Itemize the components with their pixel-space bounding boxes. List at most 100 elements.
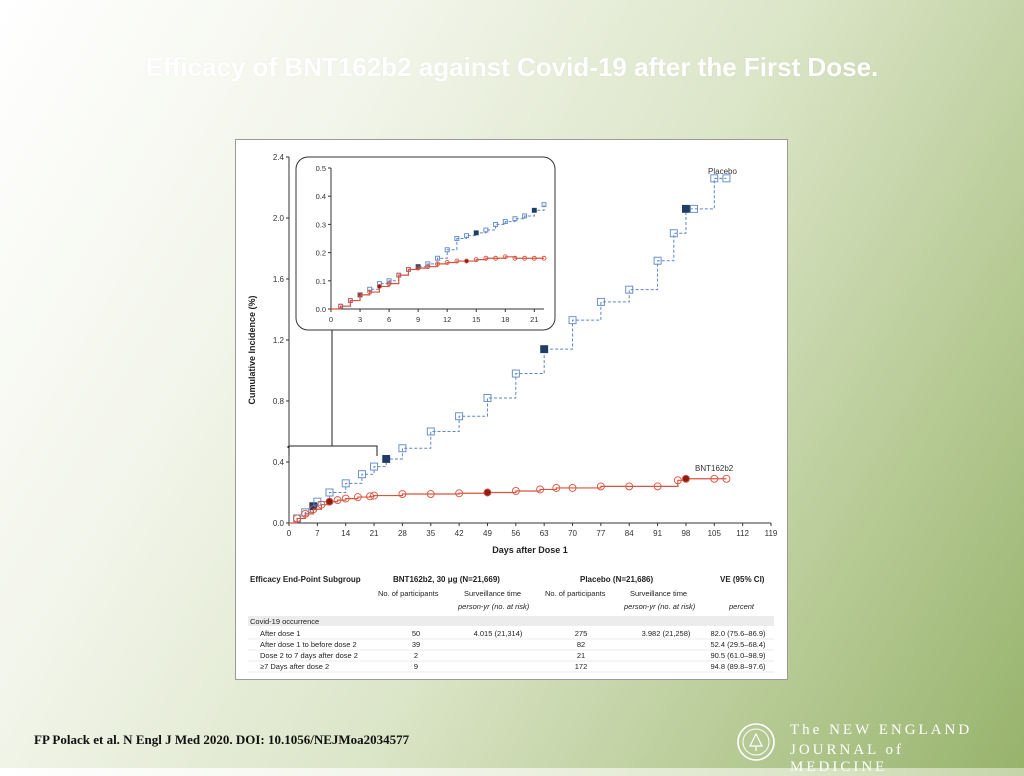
main-placebo-marker (596, 297, 605, 306)
inset-y-tick-label: 0.3 (316, 220, 326, 229)
main-placebo-marker (625, 285, 634, 294)
inset-placebo-marker (425, 261, 431, 267)
inset-bnt162b2-marker (347, 298, 353, 303)
main-x-tick-label: 28 (398, 529, 407, 538)
inset-x-tick-label: 0 (329, 315, 333, 324)
main-bnt162b2-marker (722, 474, 731, 483)
main-x-tick-label: 42 (455, 529, 464, 538)
main-placebo-marker (325, 488, 334, 497)
main-x-tick-label: 14 (341, 529, 350, 538)
main-bnt162b2-marker (353, 493, 362, 502)
main-placebo-curve (289, 177, 727, 524)
main-placebo-marker (382, 455, 391, 463)
inset-bnt162b2-marker (444, 260, 450, 265)
main-x-tick-label: 35 (426, 529, 435, 538)
table-sub-bnt-surv: Surveillance time (464, 589, 521, 598)
table-cell-label: Dose 2 to 7 days after dose 2 (260, 651, 358, 660)
table-col-placebo: Placebo (N=21,686) (580, 575, 653, 584)
main-placebo-marker (653, 256, 662, 265)
citation: FP Polack et al. N Engl J Med 2020. DOI:… (34, 732, 410, 747)
main-bnt162b2-marker (536, 485, 545, 494)
inset-x-tick-label: 15 (472, 315, 480, 324)
main-bnt162b2-marker (333, 496, 342, 505)
main-bnt162b2-marker (301, 509, 310, 518)
inset-x-tick-label: 12 (443, 315, 451, 324)
inset-bnt162b2-marker (406, 267, 411, 272)
main-y-tick-label: 0.4 (273, 458, 285, 467)
main-placebo-marker (483, 393, 492, 402)
main-x-tick-label: 70 (568, 529, 577, 538)
table-col-bnt: BNT162b2, 30 μg (N=21,669) (393, 575, 500, 584)
table-cell-ve: 52.4 (29.5–68.4) (710, 640, 766, 649)
placebo-annotation: Placebo (708, 167, 737, 176)
table-row: ≥7 Days after dose 2 9 172 94.8 (89.8–97.6) (248, 662, 774, 673)
table-cell-pla-n: 172 (575, 662, 588, 671)
logo-line-1: The NEW ENGLAND (790, 722, 973, 738)
main-x-tick-label: 56 (511, 529, 520, 538)
inset-series-layer (331, 202, 547, 310)
table-cell-pla-n: 82 (577, 640, 585, 649)
nejm-logo: The NEW ENGLAND JOURNAL of MEDICINE (736, 720, 1006, 775)
inset-placebo-marker (367, 286, 373, 292)
inset-bnt162b2-curve (331, 256, 544, 310)
slide-title: Efficacy of BNT162b2 against Covid-19 af… (145, 52, 879, 82)
inset-placebo-marker (473, 230, 479, 236)
inset-bnt162b2-marker (396, 272, 402, 278)
inset-bnt162b2-marker (357, 292, 363, 298)
inset-bnt162b2-marker (531, 255, 537, 261)
inset-y-tick-label: 0.4 (316, 192, 326, 201)
main-bnt162b2-marker (673, 476, 682, 485)
main-bnt162b2-marker (341, 494, 350, 503)
inset-placebo-marker (531, 207, 537, 213)
table-section-band (248, 616, 774, 626)
inset-bnt162b2-marker (386, 281, 392, 287)
zoom-connector (287, 330, 378, 456)
inset-y-tick-label: 0.1 (316, 277, 326, 286)
table-sub-bnt-personyr: person-yr (no. at risk) (457, 602, 530, 611)
efficacy-table: Efficacy End-Point Subgroup BNT162b2, 30… (248, 575, 774, 673)
inset-bnt162b2-marker (376, 283, 382, 289)
table-cell-pla-surv: 3.982 (21,258) (642, 629, 691, 638)
main-series-layer (289, 174, 731, 524)
main-placebo-marker (341, 479, 350, 488)
table-cell-bnt-n: 50 (412, 629, 420, 638)
inset-bnt162b2-marker (483, 255, 489, 261)
main-x-tick-label: 105 (708, 529, 722, 538)
main-y-tick-label: 0.0 (273, 519, 285, 528)
table-cell-pla-n: 21 (577, 651, 585, 660)
table-cell-label: ≥7 Days after dose 2 (260, 662, 329, 671)
main-bnt162b2-marker (681, 474, 690, 483)
main-x-tick-label: 119 (765, 529, 778, 538)
inset-y-tick-label: 0.2 (316, 249, 326, 258)
inset-chart: 0.0 0.1 0.2 0.3 0.4 0.5 0 3 6 9 12 15 18 21 (295, 156, 556, 331)
inset-bnt162b2-marker (522, 255, 528, 261)
inset-placebo-marker (493, 221, 499, 227)
logo-line-2: JOURNAL of MEDICINE (790, 742, 905, 775)
table-row: After dose 1 to before dose 2 39 82 52.4 (2… (248, 640, 774, 651)
main-bnt162b2-marker (366, 492, 374, 501)
table-cell-pla-n: 275 (575, 629, 588, 638)
inset-y-ticks: 0.0 0.1 0.2 0.3 0.4 0.5 (316, 164, 331, 314)
table-section-label: Covid-19 occurrence (250, 617, 319, 626)
table-col-subgroup: Efficacy End-Point Subgroup (250, 575, 361, 584)
main-placebo-marker (370, 462, 379, 471)
table-cell-label: After dose 1 (260, 629, 300, 638)
inset-bnt162b2-marker (512, 255, 518, 261)
main-bnt162b2-marker (309, 505, 318, 514)
main-bnt162b2-marker (293, 514, 302, 523)
main-y-tick-label: 2.4 (273, 153, 285, 162)
table-cell-ve: 90.5 (61.0–98.9) (710, 651, 766, 660)
inset-bnt162b2-marker (425, 264, 431, 270)
main-placebo-marker (357, 470, 366, 479)
table-cell-ve: 82.0 (75.6–86.9) (710, 629, 766, 638)
main-bnt162b2-marker (511, 487, 520, 495)
table-sub-bnt-participants: No. of participants (378, 589, 439, 598)
inset-x-ticks: 0 3 6 9 12 15 18 21 (329, 309, 538, 324)
inset-y-tick-label: 0.0 (316, 305, 326, 314)
inset-y-tick-label: 0.5 (316, 164, 326, 173)
main-x-tick-label: 98 (681, 529, 690, 538)
main-placebo-marker (540, 345, 549, 354)
main-bnt162b2-marker (710, 474, 719, 483)
main-bnt162b2-curve (289, 478, 727, 524)
table-cell-bnt-n: 2 (414, 651, 418, 660)
